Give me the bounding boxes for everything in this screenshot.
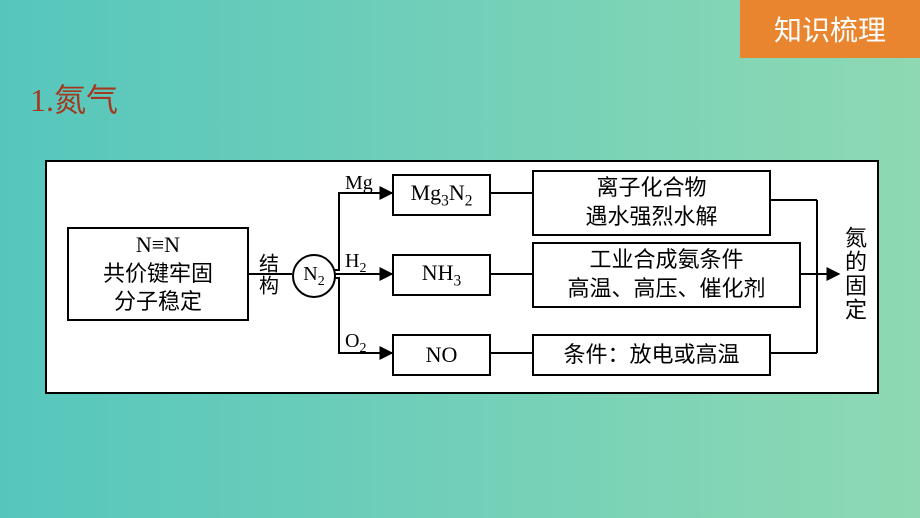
right-label-text: 氮的固定 (838, 226, 870, 322)
right-vertical-label: 氮的固定 (839, 214, 869, 334)
d2-l2: 高温、高压、催化剂 (567, 275, 765, 304)
heading-text: 1.氮气 (30, 82, 118, 118)
desc-box-2: 工业合成氨条件 高温、高压、催化剂 (532, 242, 801, 308)
edge-label-h2: H2 (345, 250, 366, 277)
box-nh3: NH3 (392, 254, 491, 296)
left-line1: N≡N (103, 231, 213, 260)
left-line3: 分子稳定 (103, 288, 213, 317)
d2-l1: 工业合成氨条件 (567, 246, 765, 275)
edge-label-o2: O2 (345, 330, 366, 357)
n2-label: N2 (303, 263, 324, 290)
n2-circle: N2 (292, 254, 336, 298)
nitrogen-diagram: N≡N 共价键牢固 分子稳定 结构 N2 Mg H2 O2 Mg3N2 NH3 … (45, 160, 879, 394)
box-no: NO (392, 334, 491, 376)
section-heading: 1.氮气 (30, 75, 118, 121)
jiegou-text: 结构 (253, 253, 282, 297)
d1-l1: 离子化合物 (585, 174, 717, 203)
desc-box-3: 条件：放电或高温 (532, 334, 771, 376)
left-box: N≡N 共价键牢固 分子稳定 (67, 227, 249, 321)
edge-label-mg: Mg (345, 172, 373, 195)
box-mg3n2: Mg3N2 (392, 174, 491, 216)
no-label: NO (426, 341, 458, 370)
knowledge-badge: 知识梳理 (740, 0, 920, 58)
nh3-label: NH3 (422, 259, 461, 291)
d1-l2: 遇水强烈水解 (585, 203, 717, 232)
desc-box-1: 离子化合物 遇水强烈水解 (532, 170, 771, 236)
badge-text: 知识梳理 (774, 9, 886, 49)
left-line2: 共价键牢固 (103, 260, 213, 289)
d3-l1: 条件：放电或高温 (563, 341, 739, 370)
mg3n2-label: Mg3N2 (411, 179, 473, 211)
jiegou-label: 结构 (255, 250, 279, 300)
